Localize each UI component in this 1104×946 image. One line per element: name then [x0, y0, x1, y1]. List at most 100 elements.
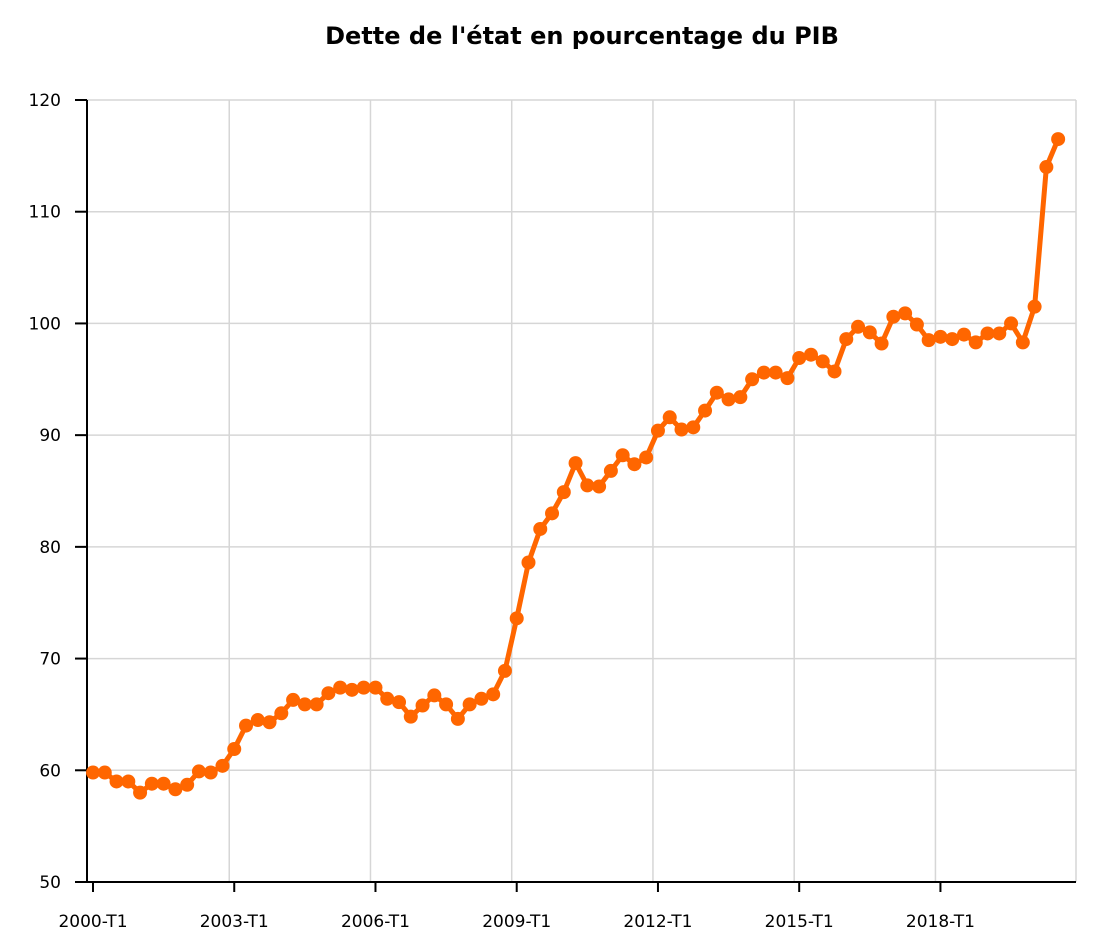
data-point	[86, 765, 100, 780]
data-point	[344, 682, 359, 697]
data-point	[439, 697, 454, 712]
data-point	[156, 776, 171, 791]
data-point	[839, 332, 854, 347]
data-point	[580, 478, 595, 493]
data-point	[262, 715, 277, 730]
x-tick-label: 2015-T1	[765, 912, 834, 932]
data-point	[180, 777, 195, 792]
data-point	[603, 463, 618, 478]
data-point	[851, 319, 866, 334]
data-point	[698, 403, 713, 418]
data-point	[674, 422, 689, 437]
data-point	[392, 695, 407, 710]
data-point	[733, 390, 748, 405]
data-point	[874, 336, 889, 351]
data-point	[803, 347, 818, 362]
data-point	[568, 456, 583, 471]
data-point	[427, 688, 442, 703]
data-point	[250, 713, 265, 728]
data-point	[474, 691, 489, 706]
x-tick-label: 2006-T1	[341, 912, 410, 932]
data-point	[133, 785, 148, 800]
x-tick-label: 2000-T1	[58, 912, 127, 932]
data-point	[545, 506, 560, 521]
y-tick-label: 90	[39, 426, 61, 446]
data-point	[521, 555, 536, 570]
data-point	[368, 680, 383, 695]
data-point	[191, 764, 206, 779]
data-point	[1051, 132, 1066, 147]
data-point	[286, 692, 301, 707]
data-point	[333, 680, 348, 695]
data-point	[780, 371, 795, 386]
chart-title: Dette de l'état en pourcentage du PIB	[325, 22, 839, 50]
data-point	[1039, 160, 1054, 175]
data-point	[768, 365, 783, 380]
data-point	[497, 663, 512, 678]
x-tick-label: 2009-T1	[482, 912, 551, 932]
data-point	[415, 698, 430, 713]
data-point	[486, 687, 501, 702]
x-tick-label: 2012-T1	[623, 912, 692, 932]
data-point	[356, 680, 371, 695]
data-point	[886, 309, 901, 324]
y-tick-label: 70	[39, 650, 61, 670]
data-point	[380, 691, 395, 706]
data-point	[144, 776, 159, 791]
data-point	[992, 326, 1007, 341]
data-point	[1004, 316, 1019, 331]
data-point	[509, 611, 524, 626]
x-tick-label: 2018-T1	[906, 912, 975, 932]
data-point	[827, 364, 842, 379]
data-point	[709, 385, 724, 400]
data-point	[462, 697, 477, 712]
data-point	[815, 354, 830, 369]
data-point	[309, 697, 324, 712]
data-point	[792, 351, 807, 366]
data-point	[615, 448, 630, 463]
y-tick-label: 120	[29, 91, 61, 111]
data-point	[639, 450, 654, 465]
data-point	[686, 420, 701, 435]
data-point	[968, 335, 983, 350]
data-point	[921, 333, 936, 348]
data-point	[203, 765, 218, 780]
data-point	[956, 327, 971, 342]
data-point	[980, 326, 995, 341]
data-point	[1015, 335, 1030, 350]
y-tick-label: 80	[39, 538, 61, 558]
data-point	[109, 774, 124, 789]
data-point	[898, 306, 913, 321]
data-point	[239, 718, 254, 733]
data-point	[403, 709, 418, 724]
data-point	[662, 410, 677, 425]
data-point	[592, 479, 607, 494]
data-point	[745, 372, 760, 387]
data-point	[450, 711, 465, 726]
data-point	[909, 317, 924, 332]
data-point	[1027, 299, 1042, 314]
data-point	[121, 774, 136, 789]
y-tick-label: 50	[39, 873, 61, 893]
data-point	[97, 765, 112, 780]
x-tick-label: 2003-T1	[200, 912, 269, 932]
y-tick-label: 100	[29, 314, 61, 334]
data-point	[533, 521, 548, 536]
data-point	[945, 332, 960, 347]
data-point	[627, 457, 642, 472]
y-tick-label: 110	[29, 203, 61, 223]
y-tick-label: 60	[39, 761, 61, 781]
data-point	[650, 423, 665, 438]
data-point	[756, 365, 771, 380]
data-point	[297, 697, 312, 712]
data-point	[168, 782, 183, 797]
data-point	[862, 325, 877, 340]
data-point	[556, 485, 571, 500]
data-point	[215, 758, 230, 773]
data-point	[274, 706, 289, 721]
data-point	[721, 392, 736, 407]
data-point	[933, 329, 948, 344]
data-point	[227, 742, 242, 757]
data-point	[321, 686, 336, 701]
